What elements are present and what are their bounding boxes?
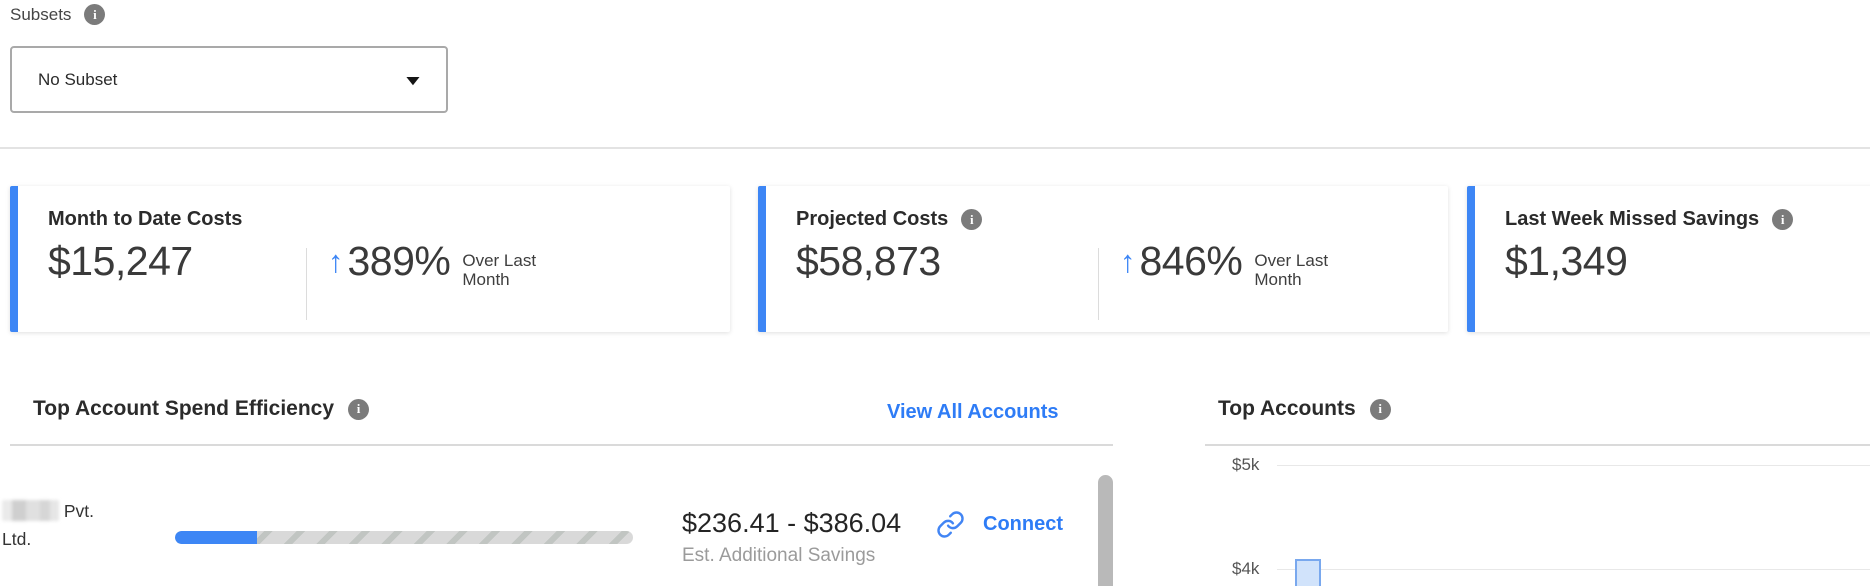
top-accounts-header-divider (1205, 444, 1870, 446)
subset-dropdown[interactable]: No Subset ▼ (10, 46, 448, 113)
subset-dropdown-value: No Subset (38, 69, 118, 89)
delta-caption: Over Last Month (1254, 251, 1329, 289)
gridline-4k (1277, 569, 1870, 570)
card-title: Last Week Missed Savings i (1505, 208, 1794, 231)
spend-efficiency-progress-bar (175, 531, 633, 544)
y-axis-tick-4k: $4k (1232, 559, 1260, 578)
card-title: Projected Costs i (796, 208, 983, 231)
gridline-5k (1277, 465, 1870, 466)
stat-card-missed-savings: Last Week Missed Savings i $1,349 (1467, 186, 1870, 332)
connect-label: Connect (983, 513, 1063, 535)
efficiency-info-icon[interactable]: i (348, 398, 370, 420)
subsets-info-icon[interactable]: i (84, 4, 106, 25)
account-name: Pvt. Ltd. (2, 497, 114, 553)
top-accounts-title-label: Top Accounts (1218, 397, 1356, 420)
subsets-label: Subsets (10, 4, 72, 24)
connect-link[interactable]: Connect (936, 510, 1063, 539)
view-all-accounts-link[interactable]: View All Accounts (887, 401, 1059, 423)
efficiency-section-title: Top Account Spend Efficiency i (33, 397, 370, 421)
card-title-label: Month to Date Costs (48, 208, 243, 230)
chevron-down-icon: ▼ (401, 71, 425, 88)
efficiency-title-label: Top Account Spend Efficiency (33, 397, 335, 420)
progress-bar-fill (175, 531, 258, 544)
card-delta: ↑ 389% Over Last Month (328, 238, 536, 289)
y-axis-tick-5k: $5k (1232, 455, 1260, 474)
delta-caption: Over Last Month (462, 251, 537, 289)
top-accounts-bar-1[interactable] (1295, 559, 1321, 586)
vertical-scrollbar-thumb[interactable] (1098, 475, 1113, 586)
chain-link-icon (936, 510, 965, 539)
savings-caption: Est. Additional Savings (682, 545, 876, 566)
card-divider (306, 248, 307, 320)
redacted-account-name-block (2, 500, 59, 521)
card-title: Month to Date Costs (48, 208, 242, 231)
subsets-header: Subsets i (10, 4, 106, 25)
up-arrow-icon: ↑ (1120, 244, 1136, 279)
up-arrow-icon: ↑ (328, 244, 344, 279)
card-delta: ↑ 846% Over Last Month (1120, 238, 1328, 289)
account-name-suffix: Pvt. Ltd. (2, 501, 95, 549)
card-title-label: Projected Costs (796, 208, 949, 230)
stat-card-month-to-date: Month to Date Costs $15,247 ↑ 389% Over … (10, 186, 730, 332)
stat-card-projected-costs: Projected Costs i $58,873 ↑ 846% Over La… (758, 186, 1448, 332)
top-accounts-section-title: Top Accounts i (1218, 397, 1391, 421)
header-divider (0, 147, 1870, 149)
projected-costs-info-icon[interactable]: i (961, 209, 983, 230)
card-value: $58,873 (796, 238, 941, 284)
card-divider (1098, 248, 1099, 320)
card-value: $15,247 (48, 238, 193, 284)
savings-range: $236.41 - $386.04 (682, 508, 902, 538)
missed-savings-info-icon[interactable]: i (1772, 209, 1794, 230)
top-accounts-info-icon[interactable]: i (1369, 398, 1391, 420)
delta-percent: 389% (347, 238, 451, 284)
card-title-label: Last Week Missed Savings (1505, 208, 1760, 230)
card-value: $1,349 (1505, 238, 1628, 284)
delta-percent: 846% (1139, 238, 1243, 284)
efficiency-header-divider (10, 444, 1113, 446)
